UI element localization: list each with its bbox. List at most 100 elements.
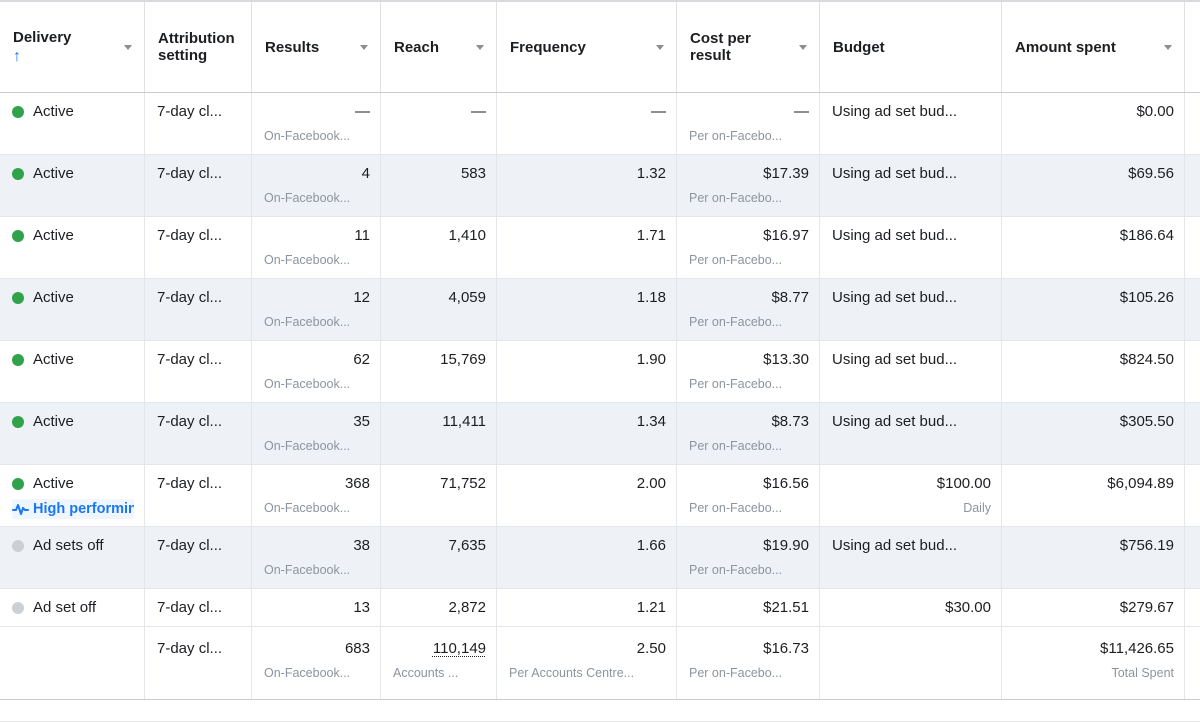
cost-per-result-value: $8.73 (771, 413, 809, 430)
totals-results-cell: 683 On-Facebook... (252, 627, 381, 699)
delivery-status-text: Active (33, 289, 74, 306)
column-header-amount-spent[interactable]: Amount spent (1002, 2, 1185, 92)
reach-cell: 71,752 (381, 465, 497, 526)
totals-reach-value[interactable]: 110,149 (432, 640, 486, 657)
delivery-cell: Active (0, 279, 145, 340)
results-cell: 368 On-Facebook... (252, 465, 381, 526)
cost-per-result-cell: $8.77 Per on-Facebo... (677, 279, 820, 340)
table-row[interactable]: Ad sets off 7-day cl... 38 On-Facebook..… (0, 527, 1200, 589)
totals-spent-value: $11,426.65 (1100, 640, 1174, 657)
cost-per-result-cell: $8.73 Per on-Facebo... (677, 403, 820, 464)
totals-spent-subtext: Total Spent (1111, 666, 1174, 680)
chevron-down-icon[interactable] (656, 44, 664, 50)
delivery-status-dot (12, 478, 24, 490)
cost-per-result-subtext: Per on-Facebo... (689, 129, 783, 143)
column-header-cost-per-result[interactable]: Cost per result (677, 2, 820, 92)
high-performing-badge[interactable]: High performing (12, 499, 134, 519)
table-header: Delivery ↑ Attribution setting Results R… (0, 0, 1200, 93)
table-row[interactable]: Active 7-day cl... 62 On-Facebook... 15,… (0, 341, 1200, 403)
results-cell: 35 On-Facebook... (252, 403, 381, 464)
results-subtext: On-Facebook... (264, 439, 351, 453)
delivery-status-text: Ad sets off (33, 537, 104, 554)
column-header-frequency[interactable]: Frequency (497, 2, 677, 92)
table-row[interactable]: Active 7-day cl... 4 On-Facebook... 583 … (0, 155, 1200, 217)
amount-spent-value: $0.00 (1136, 103, 1174, 120)
column-header-reach[interactable]: Reach (381, 2, 497, 92)
column-header-attribution-setting[interactable]: Attribution setting (145, 2, 252, 92)
column-header-budget[interactable]: Budget (820, 2, 1002, 92)
amount-spent-value: $305.50 (1119, 413, 1174, 430)
chevron-down-icon[interactable] (1164, 44, 1172, 50)
results-value: 38 (353, 537, 370, 554)
performance-pulse-icon (12, 503, 29, 515)
amount-spent-cell: $186.64 (1002, 217, 1185, 278)
reach-value: 1,410 (448, 227, 486, 244)
totals-reach-cell: 110,149 Accounts ... (381, 627, 497, 699)
attribution-cell: 7-day cl... (145, 93, 252, 154)
budget-value: Using ad set bud... (832, 103, 958, 120)
column-label-attribution-setting: Attribution setting (158, 30, 235, 64)
table-row[interactable]: Active 7-day cl... 11 On-Facebook... 1,4… (0, 217, 1200, 279)
amount-spent-cell: $6,094.89 (1002, 465, 1185, 526)
frequency-value: — (651, 103, 666, 120)
table-row[interactable]: Ad set off 7-day cl... 13 2,872 1.21 $21… (0, 589, 1200, 627)
delivery-cell: Ad sets off (0, 527, 145, 588)
table-row[interactable]: Active 7-day cl... — On-Facebook... — — … (0, 93, 1200, 155)
results-subtext: On-Facebook... (264, 129, 351, 143)
results-value: 4 (361, 165, 370, 182)
badge-label: High performing (33, 501, 134, 517)
delivery-cell: Active (0, 341, 145, 402)
reach-cell: 583 (381, 155, 497, 216)
frequency-cell: 2.00 (497, 465, 677, 526)
totals-cost-value: $16.73 (763, 640, 809, 657)
frequency-value: 1.18 (636, 289, 666, 306)
chevron-down-icon[interactable] (476, 44, 484, 50)
column-header-results[interactable]: Results (252, 2, 381, 92)
totals-results-value: 683 (344, 640, 370, 657)
table-row[interactable]: Active 7-day cl... 35 On-Facebook... 11,… (0, 403, 1200, 465)
column-label-frequency: Frequency (510, 38, 586, 56)
chevron-down-icon[interactable] (124, 44, 132, 50)
frequency-cell: 1.71 (497, 217, 677, 278)
partial-cell (1185, 93, 1200, 154)
totals-attribution-cell: 7-day cl... (145, 627, 252, 699)
budget-value: Using ad set bud... (832, 165, 958, 182)
attribution-cell: 7-day cl... (145, 403, 252, 464)
partial-cell (1185, 403, 1200, 464)
cost-per-result-cell: $13.30 Per on-Facebo... (677, 341, 820, 402)
chevron-down-icon[interactable] (360, 44, 368, 50)
partial-cell (1185, 341, 1200, 402)
cost-per-result-value: $17.39 (763, 165, 809, 182)
totals-results-subtext: On-Facebook... (264, 666, 351, 680)
table-row[interactable]: Active High performing 7-day cl... 368 O… (0, 465, 1200, 527)
frequency-value: 1.66 (636, 537, 666, 554)
frequency-value: 1.21 (636, 599, 666, 616)
budget-value: Using ad set bud... (832, 351, 958, 368)
column-header-delivery[interactable]: Delivery ↑ (0, 2, 145, 92)
cost-per-result-value: $21.51 (763, 599, 809, 616)
totals-frequency-subtext: Per Accounts Centre... (509, 666, 635, 680)
frequency-cell: — (497, 93, 677, 154)
table-row[interactable]: Active 7-day cl... 12 On-Facebook... 4,0… (0, 279, 1200, 341)
frequency-value: 1.34 (636, 413, 666, 430)
frequency-cell: 1.21 (497, 589, 677, 626)
attribution-cell: 7-day cl... (145, 465, 252, 526)
budget-cell: Using ad set bud... (820, 155, 1002, 216)
frequency-value: 1.71 (636, 227, 666, 244)
reach-value: 7,635 (448, 537, 486, 554)
cost-per-result-subtext: Per on-Facebo... (689, 191, 783, 205)
frequency-cell: 1.90 (497, 341, 677, 402)
sort-ascending-icon[interactable]: ↑ (13, 48, 21, 65)
budget-cell: Using ad set bud... (820, 217, 1002, 278)
delivery-status-dot (12, 230, 24, 242)
chevron-down-icon[interactable] (799, 44, 807, 50)
bottom-filler (0, 700, 1200, 722)
totals-spent-cell: $11,426.65 Total Spent (1002, 627, 1185, 699)
delivery-status-dot (12, 106, 24, 118)
cost-per-result-subtext: Per on-Facebo... (689, 439, 783, 453)
cost-per-result-subtext: Per on-Facebo... (689, 377, 783, 391)
budget-cell: Using ad set bud... (820, 93, 1002, 154)
attribution-value: 7-day cl... (157, 475, 223, 492)
budget-value: $100.00 (936, 475, 991, 492)
delivery-status-text: Ad set off (33, 599, 97, 616)
